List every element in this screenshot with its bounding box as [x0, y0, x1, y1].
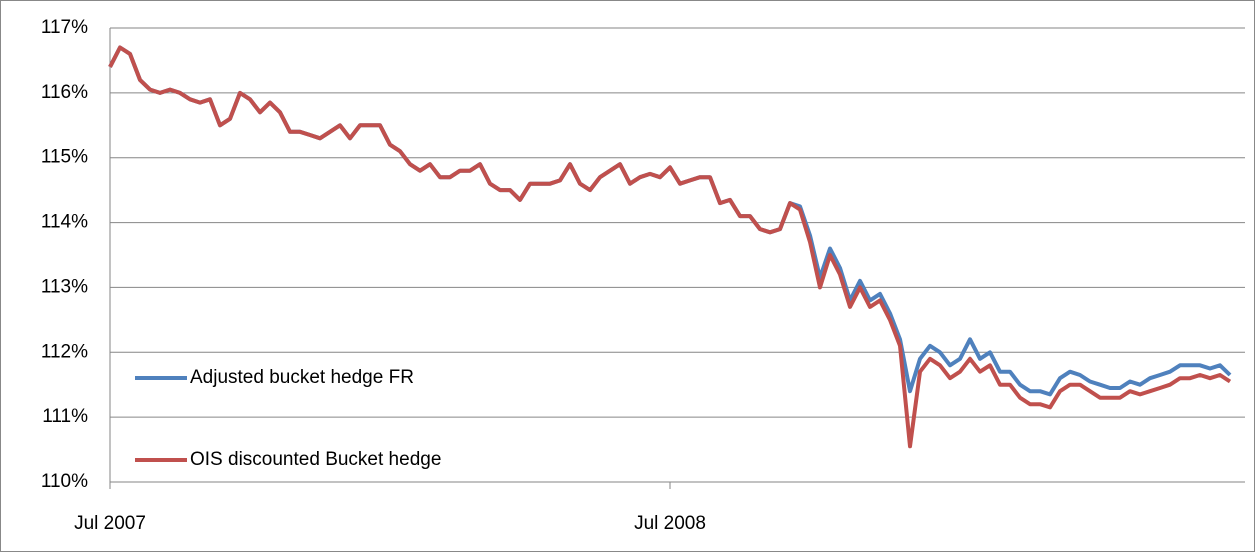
series-line	[108, 45, 1232, 449]
y-tick-label: 116%	[41, 82, 88, 103]
y-tick-label: 110%	[41, 471, 88, 492]
x-tick-label: Jul 2007	[74, 513, 146, 534]
legend-label: Adjusted bucket hedge FR	[190, 367, 414, 388]
y-tick-label: 114%	[41, 212, 88, 233]
y-tick-label: 115%	[41, 147, 88, 168]
x-tick-label: Jul 2008	[634, 513, 706, 534]
y-tick-label: 112%	[41, 341, 88, 362]
y-tick-label: 113%	[41, 276, 88, 297]
y-tick-label: 117%	[41, 17, 88, 38]
legend-label: OIS discounted Bucket hedge	[190, 449, 441, 470]
y-tick-label: 111%	[42, 406, 88, 427]
